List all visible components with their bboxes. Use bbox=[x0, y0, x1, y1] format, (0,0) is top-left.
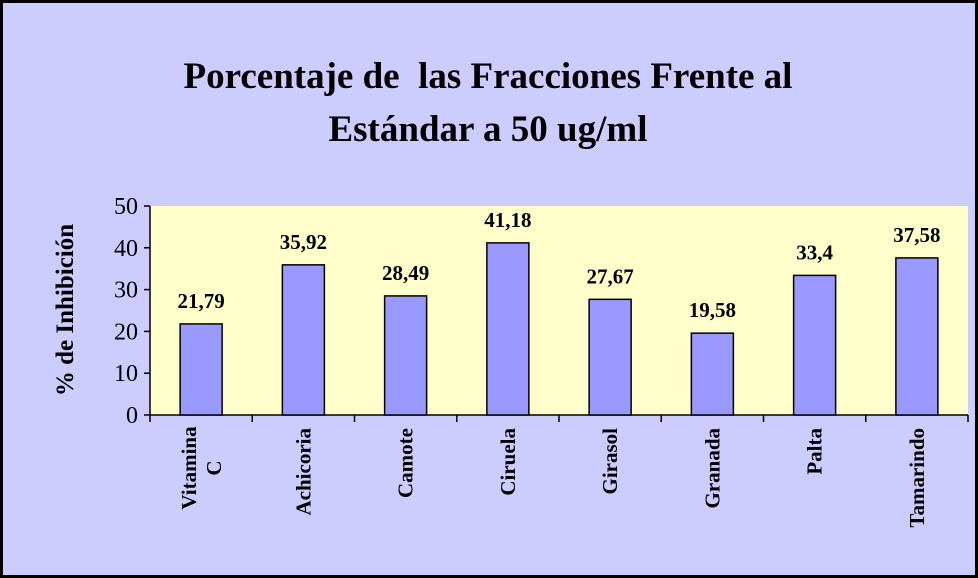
value-label: 27,67 bbox=[587, 264, 634, 288]
value-label: 21,79 bbox=[178, 289, 225, 313]
bar bbox=[690, 332, 735, 416]
y-tick-label: 40 bbox=[114, 236, 138, 262]
y-axis-title: % de Inhibición bbox=[52, 224, 79, 396]
value-label: 33,4 bbox=[796, 240, 833, 264]
y-tick-label: 50 bbox=[114, 194, 138, 220]
y-tick-label: 10 bbox=[114, 361, 138, 387]
bar bbox=[792, 274, 837, 416]
x-tick-label: VitaminaC bbox=[177, 426, 226, 510]
value-label: 28,49 bbox=[382, 261, 429, 285]
x-tick-label: Ciruela bbox=[496, 428, 520, 496]
bar bbox=[588, 298, 632, 416]
value-label: 19,58 bbox=[689, 298, 736, 322]
bar bbox=[281, 264, 326, 416]
y-tick-label: 20 bbox=[114, 319, 138, 345]
y-tick-label: 0 bbox=[126, 403, 138, 429]
x-tick-label: Girasol bbox=[598, 428, 622, 495]
chart-title: Porcentaje de las Fracciones Frente al bbox=[184, 56, 793, 97]
x-tick-label: Tamarindo bbox=[905, 428, 929, 528]
x-tick-label: Camote bbox=[394, 428, 418, 498]
value-label: 35,92 bbox=[280, 230, 327, 254]
value-label: 41,18 bbox=[484, 208, 531, 232]
bar bbox=[383, 295, 428, 416]
chart-title: Estándar a 50 ug/ml bbox=[328, 109, 647, 150]
bar bbox=[895, 257, 939, 416]
y-tick-label: 30 bbox=[114, 278, 138, 304]
x-tick-label-line: Vitamina bbox=[177, 426, 201, 510]
x-tick-label: Granada bbox=[700, 428, 724, 509]
bar bbox=[486, 242, 530, 416]
plot-area bbox=[150, 206, 968, 415]
x-tick-label: Palta bbox=[803, 428, 827, 475]
x-tick-label: Achicoria bbox=[291, 428, 315, 516]
value-label: 37,58 bbox=[893, 223, 940, 247]
bar bbox=[179, 323, 223, 416]
x-tick-label-line: C bbox=[202, 460, 226, 475]
